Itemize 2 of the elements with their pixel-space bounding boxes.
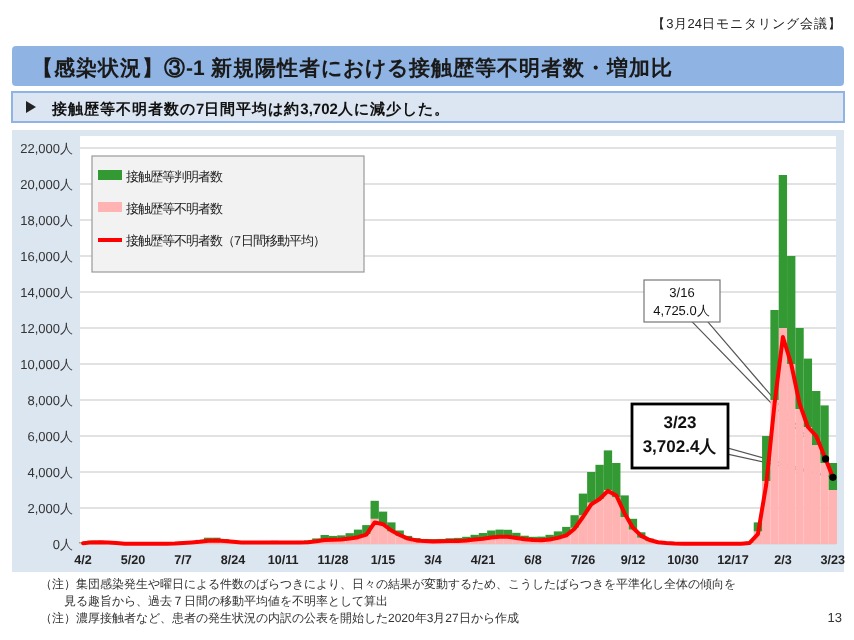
annotation: 3/23 3,702.4人 <box>642 412 720 456</box>
chart-title: 【感染状況】③-1 新規陽性者における接触歴等不明者数・増加比 <box>32 55 673 81</box>
